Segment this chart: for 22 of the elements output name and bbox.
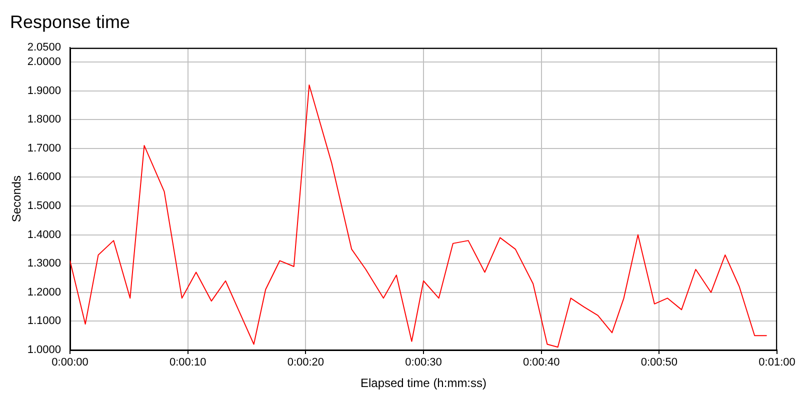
y-tick-label: 1.3000 xyxy=(27,258,61,270)
y-tick-label: 1.8000 xyxy=(27,114,61,126)
y-tick-label: 1.4000 xyxy=(27,228,61,241)
x-tick-label: 0:00:00 xyxy=(52,356,88,369)
chart-title: Response time xyxy=(10,12,130,32)
x-tick-label: 0:00:10 xyxy=(169,356,206,369)
x-axis-title: Elapsed time (h:mm:ss) xyxy=(360,376,487,390)
x-tick-label: 0:01:00 xyxy=(758,356,796,369)
x-tick-label: 0:00:40 xyxy=(522,356,560,369)
y-tick-label: 1.9000 xyxy=(27,84,61,97)
y-tick-label: 1.1000 xyxy=(27,315,61,328)
x-tick-label: 0:00:50 xyxy=(640,356,678,369)
y-tick-label: 2.0500 xyxy=(27,42,61,54)
y-tick-label: 1.2000 xyxy=(27,286,61,298)
x-tick-label: 0:00:30 xyxy=(405,356,442,369)
y-tick-label: 2.0000 xyxy=(27,56,61,68)
y-tick-label: 1.7000 xyxy=(27,142,61,154)
y-tick-label: 1.6000 xyxy=(27,171,61,184)
y-axis-title: Seconds xyxy=(10,175,24,222)
y-tick-label: 1.0000 xyxy=(27,344,61,356)
y-tick-label: 1.5000 xyxy=(27,200,61,212)
x-tick-label: 0:00:20 xyxy=(287,356,324,369)
